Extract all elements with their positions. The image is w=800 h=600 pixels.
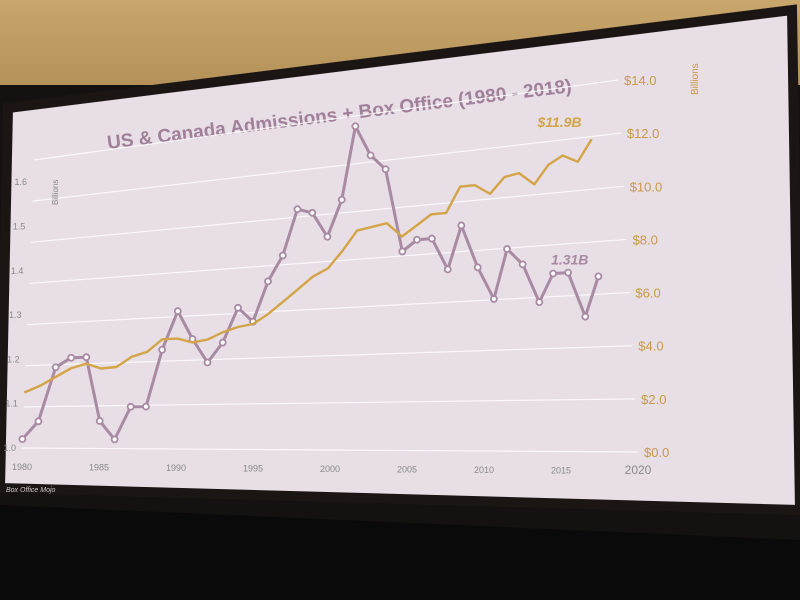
footer-source: Box Office Mojo	[6, 487, 56, 494]
end-labels: 1.31B $11.9B	[536, 114, 588, 267]
data-point	[549, 269, 558, 278]
slide-background	[0, 10, 800, 510]
right-axis-label: Billions	[690, 63, 701, 95]
data-point	[173, 307, 182, 316]
data-point	[82, 353, 91, 362]
left-tick-label: 1.0	[3, 443, 16, 453]
series-end-label: 1.31B	[551, 251, 588, 267]
grid-line	[25, 345, 633, 367]
screen-border	[0, 4, 800, 516]
x-tick-label: 2000	[320, 464, 340, 474]
left-tick-label: 1.6	[15, 177, 28, 187]
x-tick-label: 2005	[397, 465, 417, 475]
x-axis-ticks: 1980 1985 1990 1995 2000 2005 2010 2015 2020	[12, 462, 652, 477]
data-point	[34, 417, 43, 426]
x-tick-label: 1995	[243, 464, 263, 474]
stage-floor	[0, 505, 800, 600]
left-tick-label: 1.1	[5, 399, 18, 409]
data-point	[473, 263, 482, 272]
data-point	[581, 312, 590, 321]
left-tick-label: 1.5	[13, 221, 26, 231]
right-tick-label: $14.0	[624, 73, 657, 88]
right-tick-label: $12.0	[627, 126, 660, 141]
grid-lines	[21, 79, 639, 453]
data-point	[564, 268, 573, 277]
series-line	[23, 138, 593, 394]
data-point	[413, 235, 421, 244]
data-point	[323, 232, 332, 241]
data-point	[278, 251, 287, 260]
right-tick-label: $4.0	[638, 339, 663, 354]
data-point	[535, 298, 544, 307]
data-point	[51, 363, 60, 372]
data-point	[351, 122, 360, 131]
data-point	[203, 358, 212, 367]
data-point	[264, 277, 272, 286]
right-tick-label: $10.0	[630, 179, 663, 194]
data-point	[158, 345, 167, 354]
left-tick-label: 1.4	[11, 266, 24, 276]
grid-line	[33, 79, 619, 161]
grid-line	[28, 238, 627, 285]
data-point	[218, 338, 227, 347]
grid-line	[23, 398, 636, 408]
data-point	[142, 402, 150, 411]
data-point	[18, 435, 27, 444]
data-point	[457, 221, 466, 230]
right-axis-ticks: $0.0 $2.0 $4.0 $6.0 $8.0 $10.0 $12.0 $14.0	[624, 73, 669, 460]
left-axis-ticks: 1.0 1.1 1.2 1.3 1.4 1.5 1.6	[3, 177, 27, 453]
grid-line	[21, 447, 639, 453]
right-tick-label: $0.0	[644, 445, 669, 460]
data-point	[489, 295, 498, 303]
data-point	[67, 353, 76, 362]
grid-line	[27, 291, 630, 326]
grid-line	[30, 185, 624, 243]
x-tick-label: 2015	[551, 466, 571, 476]
x-tick-label: 1980	[12, 462, 32, 472]
data-point	[366, 151, 375, 160]
data-point	[398, 247, 407, 256]
data-point	[95, 417, 104, 425]
series-end-label: $11.9B	[536, 114, 581, 130]
x-tick-label: 1990	[166, 463, 186, 473]
right-tick-label: $6.0	[635, 286, 660, 301]
data-point	[110, 435, 119, 444]
x-tick-label: 1985	[89, 463, 109, 473]
x-tick-label: 2020	[625, 463, 652, 477]
data-point	[503, 245, 511, 253]
data-point	[126, 402, 135, 411]
data-point	[337, 195, 346, 204]
data-point	[381, 165, 390, 174]
series-group	[18, 122, 603, 444]
grid-line	[32, 132, 621, 202]
left-axis-label: Billions	[51, 180, 60, 205]
data-point	[518, 260, 527, 269]
left-tick-label: 1.2	[7, 354, 20, 364]
left-tick-label: 1.3	[9, 310, 22, 320]
right-tick-label: $8.0	[633, 232, 658, 247]
data-point	[427, 234, 436, 243]
right-tick-label: $2.0	[641, 392, 666, 407]
data-point	[293, 205, 302, 214]
data-point	[234, 303, 242, 312]
data-point	[594, 272, 603, 281]
x-tick-label: 2010	[474, 465, 494, 475]
data-point	[443, 265, 452, 274]
data-point	[308, 208, 317, 217]
